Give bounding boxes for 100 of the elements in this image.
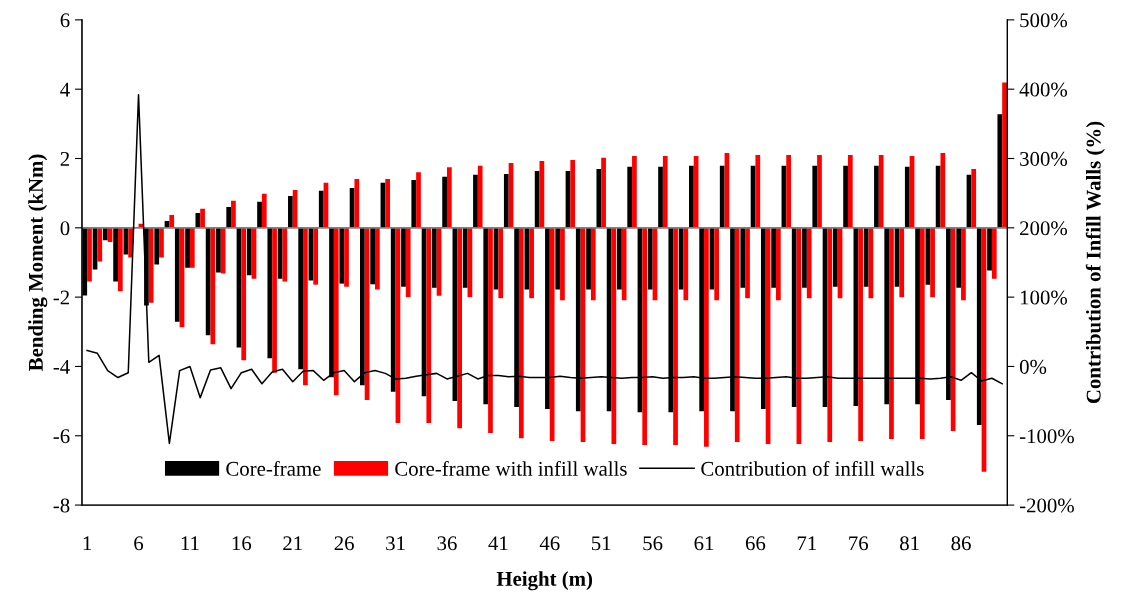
x-axis-title: Height (m) — [496, 571, 593, 591]
bar — [246, 227, 252, 276]
bar — [102, 227, 108, 241]
bar — [303, 227, 308, 386]
x-tick-label: 16 — [232, 536, 252, 551]
bar — [586, 227, 591, 290]
y2-tick-label: 300% — [1020, 151, 1068, 166]
bar — [354, 178, 360, 228]
bar — [699, 227, 705, 412]
bar — [375, 227, 380, 290]
bar — [257, 201, 262, 228]
bar — [462, 227, 468, 288]
bar — [997, 114, 1003, 228]
x-tick-label: 11 — [181, 536, 199, 551]
bar — [991, 227, 997, 279]
bar — [611, 227, 617, 445]
bar — [360, 227, 365, 386]
bar — [802, 227, 807, 288]
bar — [858, 227, 863, 441]
bar — [318, 190, 324, 228]
x-tick-label: 56 — [643, 536, 663, 551]
bar — [961, 227, 966, 301]
x-tick-label: 61 — [694, 536, 714, 551]
bar — [159, 227, 164, 258]
y-tick-label: 4 — [60, 82, 70, 97]
bar — [442, 176, 447, 228]
bar — [411, 179, 417, 228]
bar — [431, 227, 437, 288]
bar — [174, 227, 180, 322]
bar — [919, 227, 925, 439]
bar — [370, 227, 376, 285]
bar — [863, 227, 869, 287]
bar — [518, 227, 524, 439]
x-tick-label: 76 — [849, 536, 869, 551]
bar — [946, 227, 951, 401]
bar — [771, 227, 776, 288]
bar — [627, 166, 633, 228]
bar — [930, 227, 935, 298]
bar — [113, 227, 118, 282]
line-series — [86, 93, 1003, 445]
bar — [329, 227, 334, 378]
bar — [899, 227, 905, 298]
x-tick-label: 66 — [745, 536, 766, 551]
y-tick-label: 6 — [60, 13, 70, 28]
bar — [148, 227, 154, 303]
bar — [755, 155, 761, 228]
bar — [786, 155, 791, 228]
bar — [925, 227, 931, 285]
legend-label: Contribution of infill walls — [701, 460, 924, 476]
bar — [590, 227, 596, 301]
x-tick-label: 41 — [488, 536, 508, 551]
bar — [473, 174, 478, 228]
bar — [483, 227, 489, 405]
bar — [956, 227, 962, 288]
bar — [704, 227, 709, 447]
x-tick-label: 1 — [83, 536, 92, 551]
bar — [416, 172, 421, 228]
bar — [189, 227, 195, 268]
bar — [570, 159, 576, 228]
bar — [775, 227, 781, 301]
x-tick-label: 86 — [951, 536, 971, 551]
bar — [683, 227, 689, 301]
y-axis-title: Bending Moment (kNm) — [28, 154, 48, 371]
bar — [730, 227, 735, 412]
bar — [205, 227, 211, 336]
bar — [832, 227, 838, 287]
bar — [514, 227, 519, 407]
x-tick-label: 51 — [592, 536, 611, 551]
bar — [555, 227, 561, 290]
bar — [534, 170, 540, 228]
bar — [740, 227, 746, 288]
bar — [878, 155, 884, 228]
bar — [847, 155, 853, 228]
y2-tick-label: -200% — [1019, 498, 1074, 513]
bar — [97, 227, 103, 262]
bar — [884, 227, 890, 405]
x-tick-label: 31 — [386, 536, 405, 551]
x-tick-label: 46 — [539, 536, 560, 551]
bar — [220, 227, 226, 274]
bar — [401, 227, 406, 287]
bar — [298, 227, 304, 370]
bar — [216, 227, 221, 273]
bar — [647, 227, 653, 290]
bar — [971, 168, 977, 228]
bar — [668, 227, 674, 413]
bar — [632, 156, 637, 228]
y2-tick-label: 0% — [1019, 359, 1047, 374]
bar — [617, 227, 622, 290]
bar — [87, 227, 92, 282]
bar — [658, 166, 663, 228]
bar — [267, 227, 273, 359]
bar — [791, 227, 797, 407]
bar — [662, 156, 668, 228]
y2-tick-label: 400% — [1019, 82, 1068, 97]
bar — [806, 227, 812, 299]
bar — [812, 165, 818, 228]
bar — [339, 227, 345, 284]
y2-tick-label: 500% — [1020, 13, 1068, 28]
bar — [889, 227, 894, 439]
x-tick-label: 81 — [900, 536, 919, 551]
